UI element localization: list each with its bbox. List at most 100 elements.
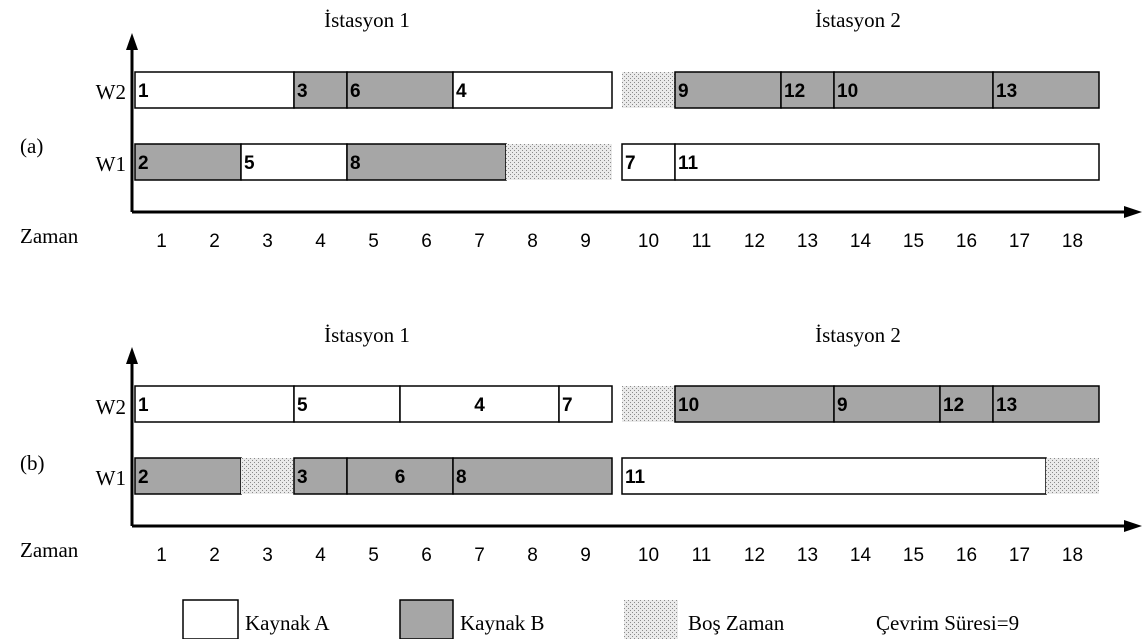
legend-label-resource-a: Kaynak A [245, 611, 330, 635]
chart-b-w2-task-13-bar [992, 385, 1100, 423]
chart-a-time-tick-14: 14 [850, 231, 872, 252]
chart-b-w2-task-5-label: 5 [297, 395, 308, 416]
chart-b-w2-idle-4-bar [622, 386, 675, 422]
chart-a-w2-task-13-label: 13 [996, 81, 1017, 102]
chart-a-w2-task-3-label: 3 [297, 81, 308, 102]
chart-a-w2-task-10-label: 10 [837, 81, 858, 102]
chart-b-w2-task-13-label: 13 [996, 395, 1017, 416]
chart-a-time-tick-8: 8 [527, 231, 538, 252]
chart-b-w1-task-6-bar [346, 457, 454, 495]
chart-a-time-tick-9: 9 [580, 231, 591, 252]
chart-a-w2-task-12-label: 12 [784, 81, 805, 102]
chart-a-w2-task-10-bar [833, 71, 994, 109]
panel-b-bars: 1 5 4 7 10 9 12 13 2 3 6 8 11 [134, 385, 1100, 495]
panel-a-station-2-title: İstasyon 2 [815, 8, 901, 32]
chart-b-time-tick-3: 3 [262, 545, 273, 566]
chart-b-w1-task-11-label: 11 [625, 467, 646, 488]
chart-b-w1-task-3-label: 3 [297, 467, 308, 488]
panel-a-row-w2-label: W2 [96, 80, 126, 104]
chart-a-w1-task-7-label: 7 [625, 153, 636, 174]
chart-b-time-tick-7: 7 [474, 545, 485, 566]
chart-a-w2-task-9-bar [674, 71, 782, 109]
chart-a-w2-task-1-bar [134, 71, 295, 109]
chart-b-w1-task-11-bar [621, 457, 1047, 495]
panel-a-station-1-title: İstasyon 1 [324, 8, 410, 32]
chart-a-w2-task-6-bar [346, 71, 454, 109]
panel-b-row-w1-label: W1 [96, 466, 126, 490]
chart-b-w2-task-10-label: 10 [678, 395, 699, 416]
chart-a-w2-task-4-label: 4 [456, 81, 467, 102]
chart-b-w2-task-4-bar [399, 385, 560, 423]
panel-a-axes [126, 33, 1142, 218]
chart-a-time-tick-11: 11 [692, 231, 712, 252]
chart-a-w2-task-13-bar [992, 71, 1100, 109]
chart-b-w2-task-9-label: 9 [837, 395, 848, 416]
chart-a-w1-task-11-bar [674, 143, 1100, 181]
chart-a-w1-task-8-label: 8 [350, 153, 361, 174]
panel-b-station-2-title: İstasyon 2 [815, 323, 901, 347]
panel-b-label: (b) [20, 451, 45, 475]
chart-a-w1-task-5-bar [240, 143, 348, 181]
chart-b-w1-idle-6-bar [1046, 458, 1099, 494]
panel-b-time-label: Zaman [20, 538, 79, 562]
chart-b-time-tick-10: 10 [638, 545, 659, 566]
chart-b-w2-task-12-label: 12 [943, 395, 964, 416]
chart-a-time-tick-4: 4 [315, 231, 326, 252]
chart-a-time-tick-7: 7 [474, 231, 485, 252]
chart-b-time-tick-17: 17 [1009, 545, 1030, 566]
chart-b-w1-task-8-bar [452, 457, 613, 495]
chart-a-w1-task-11-label: 11 [678, 153, 699, 174]
chart-a-w1-task-2-bar [134, 143, 242, 181]
chart-b-time-tick-16: 16 [956, 545, 977, 566]
panel-a-time-label: Zaman [20, 224, 79, 248]
legend-swatch-resource-a [182, 599, 239, 639]
chart-b-w2-task-9-bar [833, 385, 941, 423]
chart-b-time-tick-1: 1 [156, 545, 167, 566]
legend-cycle-time: Çevrim Süresi=9 [876, 611, 1019, 635]
chart-a-time-tick-6: 6 [421, 231, 432, 252]
chart-b-w2-task-7-bar [558, 385, 613, 423]
chart-a-time-tick-5: 5 [368, 231, 379, 252]
chart-b-w2-task-5-bar [293, 385, 401, 423]
panel-b-station-1-title: İstasyon 1 [324, 323, 410, 347]
chart-b-w2-task-4-label: 4 [474, 395, 485, 416]
chart-b-w1-task-3-bar [293, 457, 348, 495]
panel-b-time-ticks: 1 2 3 4 5 6 7 8 9 10 11 12 13 14 15 16 17 18 [156, 545, 1083, 566]
panel-b-axes [126, 347, 1142, 532]
chart-b-time-tick-5: 5 [368, 545, 379, 566]
chart-b-time-tick-15: 15 [903, 545, 924, 566]
chart-b-w2-task-1-label: 1 [138, 395, 149, 416]
chart-b-time-tick-13: 13 [797, 545, 818, 566]
chart-a-time-tick-18: 18 [1062, 231, 1083, 252]
chart-b-time-tick-2: 2 [209, 545, 220, 566]
chart-a-time-tick-2: 2 [209, 231, 220, 252]
chart-a-time-tick-12: 12 [744, 231, 765, 252]
chart-b-time-tick-6: 6 [421, 545, 432, 566]
legend-swatch-resource-b [399, 599, 454, 639]
chart-b-time-tick-8: 8 [527, 545, 538, 566]
chart-b-w1-task-8-label: 8 [456, 467, 467, 488]
chart-a-w1-task-8-bar [346, 143, 507, 181]
chart-b-time-tick-12: 12 [744, 545, 765, 566]
panel-b-row-w2-label: W2 [96, 395, 126, 419]
legend: Kaynak A Kaynak B Boş Zaman Çevrim Süres… [182, 599, 1019, 639]
chart-b-w1-task-2-label: 2 [138, 467, 149, 488]
chart-b-w1-task-2-bar [134, 457, 242, 495]
chart-b-w2-task-7-label: 7 [562, 395, 573, 416]
chart-b-w2-task-1-bar [134, 385, 295, 423]
panel-a-row-w1-label: W1 [96, 152, 126, 176]
chart-a-w2-idle-4-bar [622, 72, 675, 108]
chart-a-time-tick-15: 15 [903, 231, 924, 252]
legend-label-idle: Boş Zaman [688, 611, 785, 635]
chart-b-time-tick-14: 14 [850, 545, 872, 566]
chart-a-w1-task-2-label: 2 [138, 153, 149, 174]
chart-b-time-tick-11: 11 [692, 545, 712, 566]
panel-a-label: (a) [20, 134, 43, 158]
chart-a-time-tick-17: 17 [1009, 231, 1030, 252]
chart-a-time-tick-1: 1 [156, 231, 167, 252]
chart-a-w2-task-9-label: 9 [678, 81, 689, 102]
chart-b-time-tick-4: 4 [315, 545, 326, 566]
chart-b-time-tick-9: 9 [580, 545, 591, 566]
